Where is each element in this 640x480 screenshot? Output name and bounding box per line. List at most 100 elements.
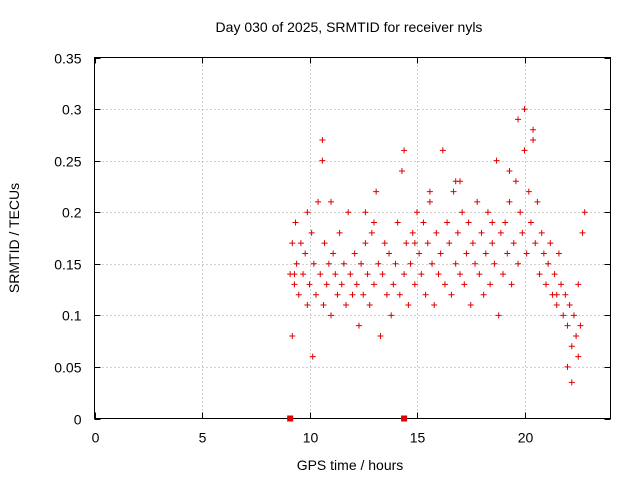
data-point bbox=[383, 291, 390, 298]
grid-lines bbox=[94, 57, 611, 419]
data-point bbox=[306, 281, 313, 288]
data-point bbox=[429, 260, 436, 267]
data-point bbox=[570, 312, 577, 319]
data-point bbox=[555, 250, 562, 257]
data-point bbox=[308, 229, 315, 236]
data-point bbox=[328, 312, 334, 319]
data-point bbox=[564, 322, 571, 329]
data-point bbox=[579, 229, 586, 236]
data-point bbox=[379, 271, 386, 278]
data-point bbox=[489, 240, 496, 247]
data-point bbox=[297, 240, 304, 247]
data-point bbox=[515, 116, 522, 123]
outage-marker bbox=[287, 415, 294, 422]
data-point bbox=[502, 219, 509, 226]
data-point bbox=[377, 332, 384, 339]
data-point bbox=[457, 271, 463, 278]
data-point bbox=[317, 271, 324, 278]
data-point bbox=[414, 209, 420, 216]
data-point bbox=[293, 260, 300, 267]
data-point bbox=[338, 281, 345, 288]
data-point bbox=[566, 302, 573, 309]
data-point bbox=[459, 209, 466, 216]
data-point bbox=[386, 250, 393, 257]
data-point bbox=[444, 219, 451, 226]
data-point bbox=[530, 126, 537, 133]
data-point bbox=[433, 229, 440, 236]
data-point bbox=[319, 137, 326, 144]
data-point bbox=[553, 291, 560, 298]
data-point bbox=[289, 240, 296, 247]
data-point bbox=[577, 322, 584, 329]
data-point bbox=[315, 198, 322, 205]
data-point bbox=[467, 302, 474, 309]
data-points bbox=[287, 106, 588, 386]
data-point bbox=[484, 209, 491, 216]
data-point bbox=[562, 291, 569, 298]
chart-title: Day 030 of 2025, SRMTID for receiver nyl… bbox=[216, 19, 483, 35]
data-point bbox=[512, 178, 519, 185]
data-point bbox=[362, 240, 369, 247]
data-point bbox=[515, 260, 522, 267]
data-point bbox=[368, 229, 375, 236]
data-point bbox=[446, 240, 453, 247]
data-point bbox=[353, 281, 360, 288]
data-point bbox=[543, 281, 549, 288]
data-point bbox=[401, 271, 408, 278]
data-point bbox=[309, 353, 316, 360]
data-point bbox=[364, 271, 371, 278]
data-point bbox=[482, 250, 489, 257]
data-point bbox=[480, 291, 487, 298]
data-point bbox=[540, 250, 547, 257]
data-point bbox=[392, 260, 399, 267]
data-point bbox=[328, 198, 334, 205]
x-axis-label: GPS time / hours bbox=[297, 457, 404, 473]
data-point bbox=[355, 322, 362, 329]
data-point bbox=[472, 260, 479, 267]
data-point bbox=[573, 332, 580, 339]
data-point bbox=[401, 147, 408, 154]
data-point bbox=[525, 188, 532, 195]
data-point bbox=[545, 260, 552, 267]
data-point bbox=[347, 271, 354, 278]
data-point bbox=[527, 219, 534, 226]
data-point bbox=[461, 281, 468, 288]
data-point bbox=[463, 250, 470, 257]
data-point bbox=[441, 281, 448, 288]
data-point bbox=[420, 219, 427, 226]
data-point bbox=[558, 281, 565, 288]
data-point bbox=[358, 260, 365, 267]
data-point bbox=[521, 147, 528, 154]
data-point bbox=[491, 260, 498, 267]
data-point bbox=[521, 106, 528, 113]
data-point bbox=[523, 250, 530, 257]
data-point bbox=[340, 260, 347, 267]
data-point bbox=[504, 250, 511, 257]
data-point bbox=[295, 291, 302, 298]
data-point bbox=[478, 229, 485, 236]
data-point bbox=[489, 219, 496, 226]
data-point bbox=[452, 178, 459, 185]
data-point bbox=[452, 260, 459, 267]
data-point bbox=[375, 260, 382, 267]
data-point bbox=[506, 167, 513, 174]
data-point bbox=[332, 271, 339, 278]
data-point bbox=[551, 271, 558, 278]
data-point bbox=[418, 271, 425, 278]
data-point bbox=[411, 240, 418, 247]
data-point bbox=[497, 229, 504, 236]
data-point bbox=[323, 281, 330, 288]
data-point bbox=[336, 229, 343, 236]
data-point bbox=[366, 302, 373, 309]
data-point bbox=[426, 188, 433, 195]
data-point bbox=[437, 250, 444, 257]
x-tick-label: 10 bbox=[303, 430, 319, 446]
data-point bbox=[394, 219, 401, 226]
data-point bbox=[360, 291, 367, 298]
data-point bbox=[568, 343, 575, 350]
x-tick-label: 5 bbox=[199, 430, 207, 446]
data-point bbox=[291, 271, 298, 278]
data-point bbox=[560, 312, 567, 319]
data-point bbox=[532, 240, 539, 247]
